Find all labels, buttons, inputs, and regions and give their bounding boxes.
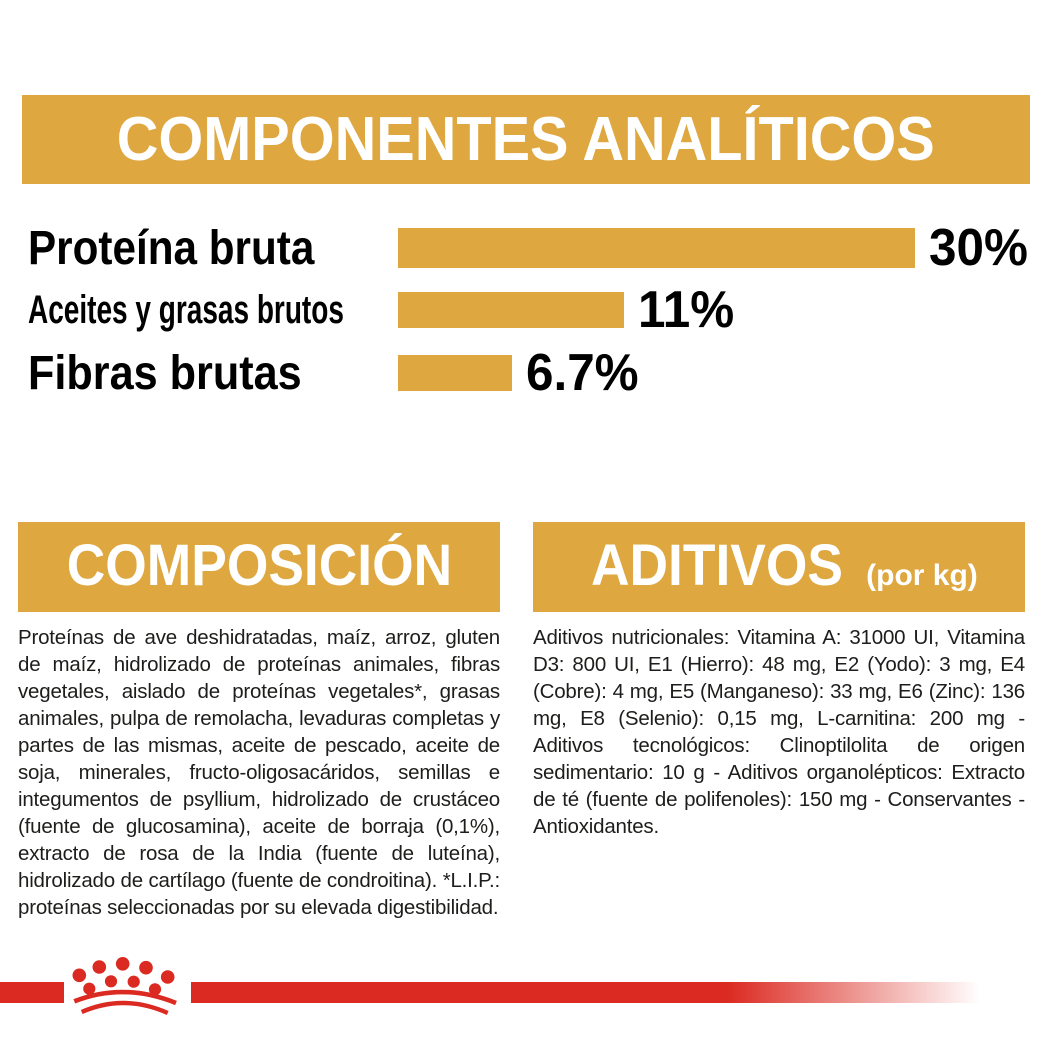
additives-title-suffix: (por kg) bbox=[866, 559, 978, 592]
bar-value-label: 6.7% bbox=[526, 344, 639, 402]
bar-category-label: Aceites y grasas brutos bbox=[28, 287, 344, 332]
additives-section: ADITIVOS (por kg) Aditivos nutricionales… bbox=[533, 522, 1025, 840]
analytical-components-title: COMPONENTES ANALÍTICOS bbox=[117, 104, 935, 174]
chart-row-protein: Proteína bruta 30% bbox=[28, 214, 1028, 282]
bar-fibre bbox=[398, 355, 512, 391]
bar-value-label: 30% bbox=[929, 219, 1028, 277]
composition-body-text: Proteínas de ave deshidratadas, maíz, ar… bbox=[18, 626, 500, 919]
bar-protein bbox=[398, 228, 915, 268]
analytical-components-chart: Proteína bruta 30% Aceites y grasas brut… bbox=[28, 214, 1028, 414]
additives-body-text: Aditivos nutricionales: Vitamina A: 3100… bbox=[533, 626, 1025, 838]
chart-row-fibre: Fibras brutas 6.7% bbox=[28, 343, 1028, 403]
footer-red-line-left bbox=[0, 982, 64, 1003]
chart-row-fats: Aceites y grasas brutos 11% bbox=[28, 280, 1028, 340]
composition-section: COMPOSICIÓN Proteínas de ave deshidratad… bbox=[18, 522, 500, 921]
additives-title: ADITIVOS bbox=[591, 533, 844, 598]
additives-banner: ADITIVOS (por kg) bbox=[533, 522, 1025, 612]
bar-category-label: Proteína bruta bbox=[28, 221, 315, 275]
bar-fats bbox=[398, 292, 624, 328]
royal-canin-crown-logo-icon bbox=[72, 957, 177, 1016]
bar-category-label: Fibras brutas bbox=[28, 346, 302, 400]
composition-title: COMPOSICIÓN bbox=[66, 533, 452, 598]
composition-banner: COMPOSICIÓN bbox=[18, 522, 500, 612]
analytical-components-banner: COMPONENTES ANALÍTICOS bbox=[22, 95, 1030, 184]
footer-red-line-right bbox=[191, 982, 980, 1003]
bar-value-label: 11% bbox=[638, 281, 735, 339]
